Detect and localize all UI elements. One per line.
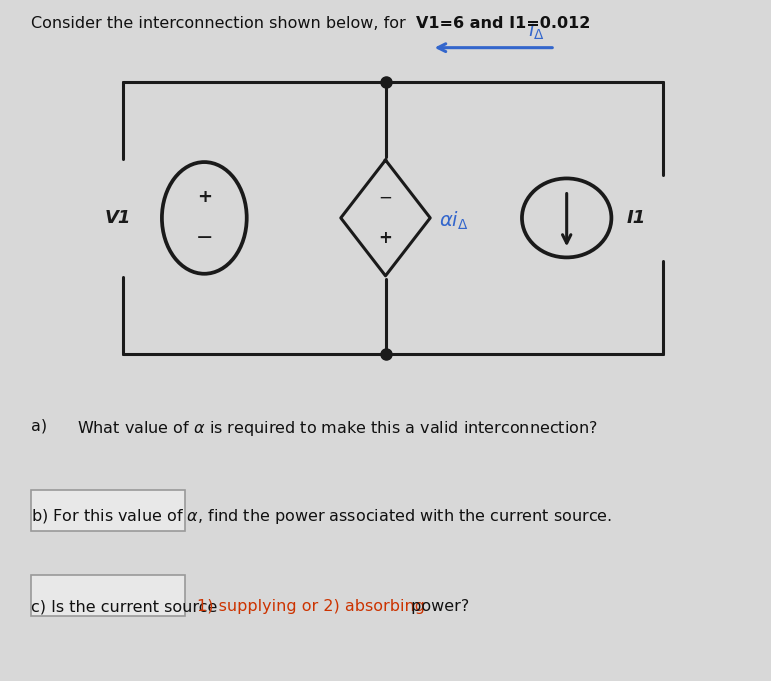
Text: +: + xyxy=(197,189,212,206)
Text: −: − xyxy=(196,228,213,249)
Text: c) Is the current source: c) Is the current source xyxy=(31,599,222,614)
Text: +: + xyxy=(379,229,392,247)
Text: $\alpha i_{\Delta}$: $\alpha i_{\Delta}$ xyxy=(439,210,469,232)
Text: V1=6 and I1=0.012: V1=6 and I1=0.012 xyxy=(416,16,591,31)
Text: V1: V1 xyxy=(105,209,131,227)
Bar xyxy=(31,490,185,531)
Text: 1) supplying or 2) absorbing: 1) supplying or 2) absorbing xyxy=(197,599,425,614)
Text: a): a) xyxy=(31,419,47,434)
Text: −: − xyxy=(379,189,392,206)
Text: What value of $\alpha$ is required to make this a valid interconnection?: What value of $\alpha$ is required to ma… xyxy=(77,419,598,438)
Text: power?: power? xyxy=(406,599,470,614)
Text: Consider the interconnection shown below, for: Consider the interconnection shown below… xyxy=(31,16,411,31)
Text: I1: I1 xyxy=(627,209,646,227)
Text: b) For this value of $\alpha$, find the power associated with the current source: b) For this value of $\alpha$, find the … xyxy=(31,507,612,526)
Bar xyxy=(31,575,185,616)
Text: $i_{\Delta}$: $i_{\Delta}$ xyxy=(527,20,544,42)
